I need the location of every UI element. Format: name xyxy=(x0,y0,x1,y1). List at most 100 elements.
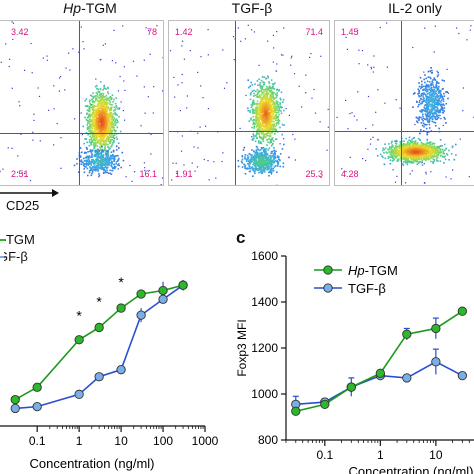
flow-event-dot xyxy=(90,174,93,177)
flow-event-dot xyxy=(398,152,400,154)
flow-event-dot xyxy=(398,146,401,148)
flow-event-dot xyxy=(110,173,113,175)
flow-event-dot xyxy=(250,117,252,119)
flow-event-dot xyxy=(89,166,91,168)
flow-event-dot xyxy=(94,122,96,124)
flow-event-dot xyxy=(437,109,439,111)
flow-event-dot xyxy=(422,120,424,122)
flow-event-dot xyxy=(88,159,90,162)
flow-event-dot xyxy=(427,86,430,88)
flow-event-dot xyxy=(418,104,420,106)
flow-event-dot xyxy=(276,88,279,91)
flow-event-dot xyxy=(272,87,274,90)
flow-event-dot xyxy=(115,129,117,132)
flow-event-dot xyxy=(260,89,263,92)
flow-event-dot xyxy=(247,156,250,158)
flow-event-dot xyxy=(421,83,423,86)
flow-event-dot xyxy=(274,103,276,105)
flow-event-dot xyxy=(268,126,270,128)
flow-event-dot xyxy=(410,153,412,156)
panel-title-il2-only: IL-2 only xyxy=(388,0,442,16)
flow-event-dot xyxy=(246,154,249,157)
quadrant-upper-right: 78 xyxy=(146,27,157,37)
flow-event-dot xyxy=(12,22,15,24)
flow-event-dot xyxy=(86,159,89,161)
flow-event-dot xyxy=(123,80,125,82)
flow-event-dot xyxy=(436,110,439,113)
flow-event-dot xyxy=(99,133,101,135)
flow-event-dot xyxy=(103,133,105,136)
flow-event-dot xyxy=(422,92,425,94)
flow-event-dot xyxy=(436,88,439,90)
flow-event-dot xyxy=(110,114,113,117)
flow-event-dot xyxy=(427,156,430,159)
flow-event-dot xyxy=(450,153,453,155)
flow-event-dot xyxy=(258,132,261,135)
flow-event-dot xyxy=(105,98,108,100)
flow-event-dot xyxy=(271,114,274,116)
flow-event-dot xyxy=(100,107,102,109)
flow-event-dot xyxy=(107,131,109,134)
flow-event-dot xyxy=(100,106,102,108)
flow-event-dot xyxy=(257,107,260,109)
flow-event-dot xyxy=(419,138,421,141)
flow-event-dot xyxy=(406,163,409,166)
flow-event-dot xyxy=(434,95,437,98)
flow-event-dot xyxy=(248,164,250,167)
flow-event-dot xyxy=(402,146,405,148)
flow-event-dot xyxy=(7,147,9,149)
flow-event-dot xyxy=(99,136,101,138)
flow-event-dot xyxy=(438,127,440,130)
flow-event-dot xyxy=(89,128,92,130)
flow-event-dot xyxy=(427,158,430,161)
flow-event-dot xyxy=(430,99,433,102)
flow-event-dot xyxy=(112,140,115,142)
flow-event-dot xyxy=(266,157,268,160)
flow-event-dot xyxy=(414,149,416,151)
flow-event-dot xyxy=(383,148,386,151)
flow-event-dot xyxy=(0,61,2,63)
flow-event-dot xyxy=(180,150,183,152)
flow-event-dot xyxy=(436,100,439,102)
flow-event-dot xyxy=(257,108,260,110)
flow-event-dot xyxy=(101,98,104,100)
flow-event-dot xyxy=(260,162,263,164)
flow-event-dot xyxy=(251,166,253,168)
flow-event-dot xyxy=(277,162,280,164)
flow-event-dot xyxy=(100,141,102,144)
flow-event-dot xyxy=(106,160,108,162)
flow-event-dot xyxy=(93,111,96,114)
flow-event-dot xyxy=(99,129,101,132)
flow-event-dot xyxy=(438,152,440,155)
flow-event-dot xyxy=(92,101,94,104)
flow-event-dot xyxy=(263,104,266,107)
flow-event-dot xyxy=(268,135,271,137)
flow-event-dot xyxy=(85,152,87,154)
flow-event-dot xyxy=(82,125,84,128)
flow-event-dot xyxy=(265,97,267,99)
flow-event-dot xyxy=(87,156,89,159)
flow-event-dot xyxy=(273,107,276,109)
flow-event-dot xyxy=(252,123,254,125)
flow-event-dot xyxy=(267,149,270,151)
flow-event-dot xyxy=(101,101,104,104)
flow-event-dot xyxy=(440,108,442,111)
flow-event-dot xyxy=(90,114,92,117)
flow-event-dot xyxy=(267,165,269,167)
flow-event-dot xyxy=(246,168,248,170)
flow-event-dot xyxy=(100,140,102,142)
flow-event-dot xyxy=(425,152,427,154)
flow-event-dot xyxy=(253,121,255,124)
flow-event-dot xyxy=(381,155,383,157)
flow-event-dot xyxy=(100,92,103,95)
flow-event-dot xyxy=(273,120,275,123)
flow-event-dot xyxy=(383,163,386,166)
flow-event-dot xyxy=(425,113,427,116)
flow-event-dot xyxy=(143,86,145,88)
flow-event-dot xyxy=(113,163,115,166)
flow-event-dot xyxy=(419,150,421,152)
flow-event-dot xyxy=(265,112,267,114)
flow-event-dot xyxy=(423,157,426,159)
flow-event-dot xyxy=(254,159,257,162)
flow-event-dot xyxy=(266,168,268,171)
